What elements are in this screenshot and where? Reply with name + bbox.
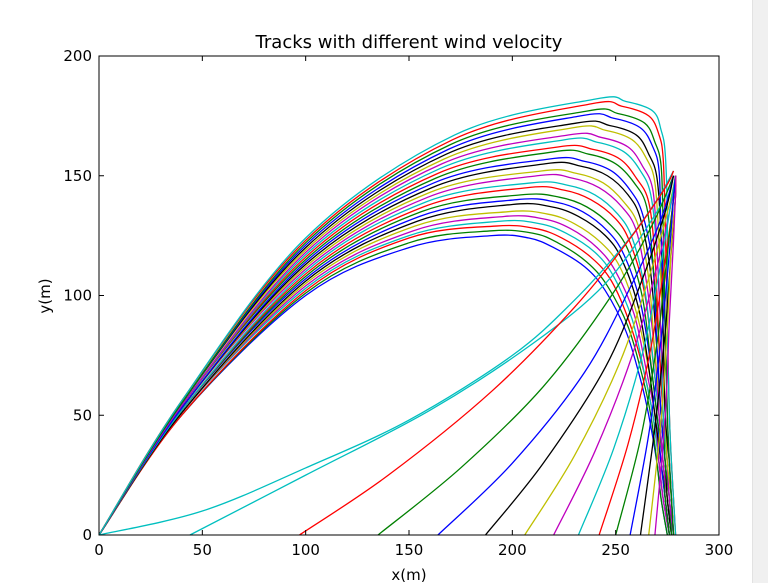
y-tick-label-0: 0 [82, 526, 92, 544]
y-tick-label-3: 150 [63, 167, 92, 185]
y-tick-label-4: 200 [63, 47, 92, 65]
x-tick-label-6: 300 [705, 541, 734, 559]
x-axis: 0 50 100 150 200 250 300 [94, 56, 733, 559]
series-line-8 [98, 193, 671, 536]
y-tick-label-2: 100 [63, 287, 92, 305]
x-tick-label-5: 250 [601, 541, 630, 559]
x-axis-label: x(m) [391, 566, 426, 583]
plot-area [99, 56, 719, 535]
series-line-39 [654, 175, 677, 536]
series-line-1 [98, 229, 668, 536]
y-axis-label: y(m) [36, 278, 54, 313]
series-line-20 [98, 120, 675, 536]
x-tick-label-3: 150 [395, 541, 424, 559]
series-layer [98, 96, 677, 536]
series-line-0 [98, 234, 668, 536]
y-tick-label-1: 50 [73, 406, 92, 424]
x-tick-label-1: 50 [193, 541, 212, 559]
x-tick-label-4: 200 [498, 541, 527, 559]
series-line-24 [98, 96, 677, 536]
series-line-31 [524, 175, 677, 536]
series-line-7 [98, 198, 671, 536]
x-tick-label-2: 100 [291, 541, 320, 559]
series-line-28 [377, 175, 675, 536]
series-line-27 [299, 170, 675, 536]
series-line-33 [577, 175, 677, 536]
series-line-30 [484, 175, 675, 536]
scrollbar-track[interactable] [752, 0, 768, 583]
series-line-22 [98, 108, 675, 536]
series-line-3 [98, 219, 671, 536]
y-axis: 0 50 100 150 200 [63, 47, 719, 544]
series-line-36 [629, 175, 677, 536]
series-line-14 [98, 156, 673, 536]
series-line-6 [98, 202, 671, 536]
chart-title: Tracks with different wind velocity [255, 32, 563, 53]
series-line-29 [437, 175, 675, 536]
series-line-26 [189, 175, 675, 536]
x-tick-label-0: 0 [94, 541, 104, 559]
